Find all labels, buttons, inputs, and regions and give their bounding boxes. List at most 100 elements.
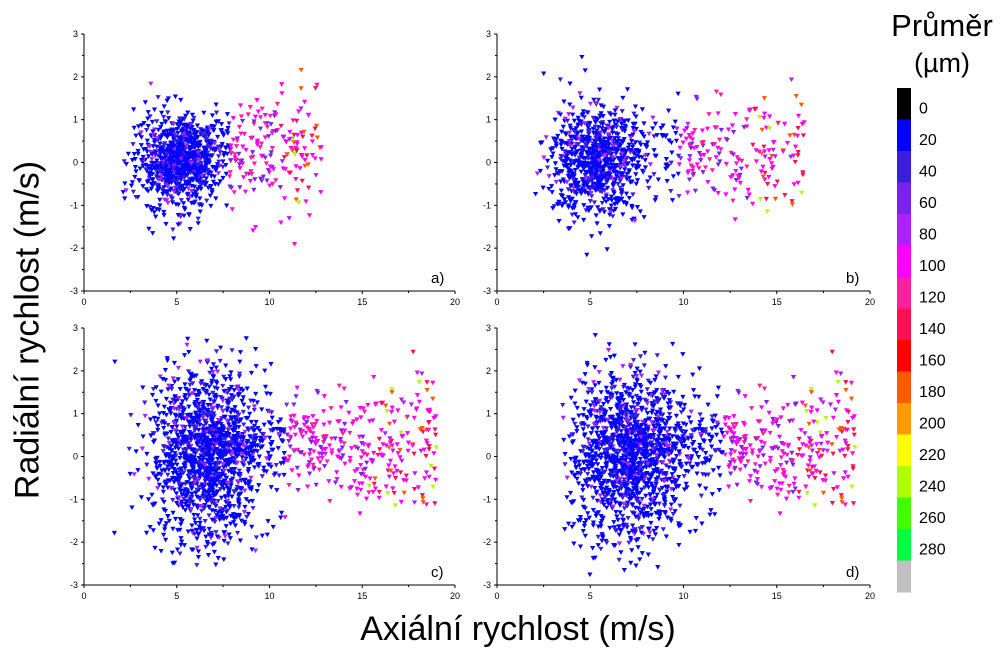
data-point (571, 118, 577, 124)
data-point (787, 133, 793, 139)
data-point (228, 435, 234, 441)
data-point (284, 432, 290, 438)
x-tick-label: 10 (264, 297, 274, 307)
data-point (237, 486, 243, 492)
data-point (169, 173, 175, 179)
data-point (626, 195, 632, 201)
data-point (218, 431, 224, 437)
data-point (200, 447, 206, 453)
data-point (192, 137, 199, 142)
data-point (298, 86, 304, 91)
data-point (775, 120, 781, 126)
data-point (200, 128, 206, 134)
data-point (138, 135, 145, 140)
data-point (188, 419, 194, 425)
data-point (202, 462, 208, 468)
data-point (376, 436, 383, 442)
data-point (150, 387, 157, 392)
data-point (314, 388, 320, 394)
data-point (602, 187, 608, 193)
data-point (221, 153, 227, 158)
data-point (186, 445, 192, 450)
data-point (225, 508, 231, 514)
data-point (160, 444, 167, 449)
data-point (133, 133, 139, 139)
data-point (301, 452, 307, 458)
data-point (411, 415, 417, 421)
data-point (181, 489, 187, 494)
data-point (653, 195, 659, 200)
data-point (637, 209, 643, 215)
data-point (255, 443, 261, 448)
data-point (716, 488, 722, 493)
data-point (341, 386, 347, 392)
data-point (186, 393, 192, 398)
data-point (850, 466, 856, 472)
data-point (602, 152, 608, 158)
data-point (678, 410, 685, 415)
data-point (620, 95, 626, 101)
data-point (170, 151, 176, 157)
data-point (698, 158, 704, 163)
data-point (599, 538, 605, 544)
data-point (205, 129, 211, 135)
data-point (182, 167, 189, 173)
data-point (182, 493, 188, 499)
data-point (190, 502, 197, 508)
data-point (172, 451, 178, 456)
data-point (231, 520, 237, 525)
data-point (601, 128, 607, 134)
data-point (575, 131, 581, 136)
data-point (162, 432, 168, 438)
data-point (185, 110, 191, 116)
data-point (236, 162, 243, 167)
data-point (605, 141, 611, 147)
data-point (267, 391, 273, 397)
data-point (389, 387, 395, 392)
data-point (392, 464, 398, 470)
data-point (174, 500, 180, 506)
data-point (182, 382, 188, 387)
data-point (692, 528, 699, 534)
data-point (309, 435, 316, 441)
data-point (398, 397, 405, 403)
data-point (213, 469, 219, 474)
data-point (615, 412, 621, 418)
data-point (691, 171, 697, 177)
data-point (143, 162, 149, 168)
data-point (587, 168, 594, 173)
data-point (785, 444, 791, 449)
data-point (609, 425, 615, 431)
data-point (196, 462, 202, 468)
data-point (254, 140, 260, 145)
data-point (583, 176, 589, 181)
panel-label: c) (431, 564, 444, 581)
data-point (159, 132, 166, 138)
data-point (218, 405, 225, 410)
data-point (180, 505, 186, 510)
data-point (615, 136, 622, 141)
data-point (195, 555, 202, 560)
data-point (187, 500, 193, 506)
data-point (160, 166, 167, 171)
data-point (212, 392, 219, 398)
data-point (562, 116, 568, 122)
data-point (278, 417, 284, 423)
data-point (130, 189, 136, 195)
data-point (153, 420, 159, 425)
data-point (177, 412, 184, 418)
data-point (138, 495, 145, 500)
data-point (131, 151, 137, 157)
data-point (766, 174, 772, 180)
data-point (589, 194, 595, 199)
data-point (761, 96, 767, 101)
data-point (161, 425, 167, 431)
data-point (568, 395, 574, 401)
data-point (579, 177, 585, 182)
data-point (181, 186, 188, 192)
data-point (699, 128, 706, 134)
data-point (186, 404, 192, 410)
data-point (218, 144, 224, 149)
data-point (394, 442, 400, 447)
data-point (419, 493, 426, 498)
